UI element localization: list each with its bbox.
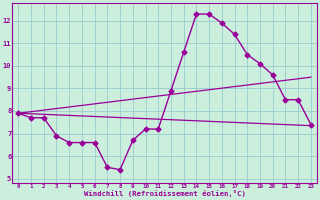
X-axis label: Windchill (Refroidissement éolien,°C): Windchill (Refroidissement éolien,°C)	[84, 190, 245, 197]
